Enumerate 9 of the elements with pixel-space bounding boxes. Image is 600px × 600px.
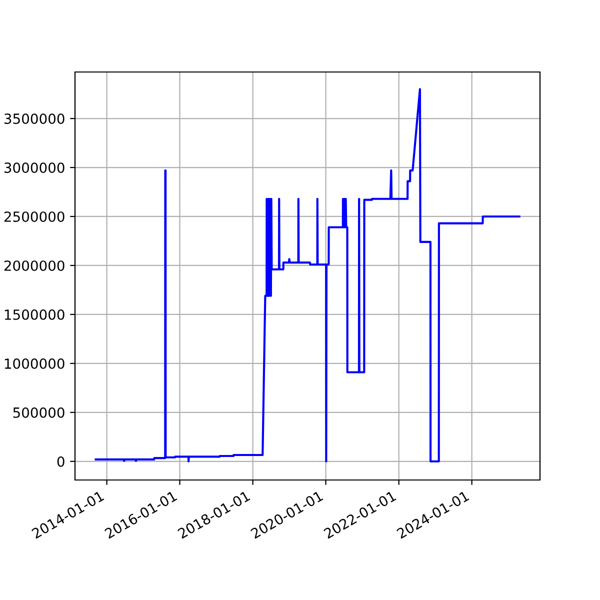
y-tick-label: 3000000 xyxy=(4,162,64,173)
y-tick-label: 0 xyxy=(57,456,64,467)
line-series xyxy=(94,88,520,462)
y-tick-label: 2500000 xyxy=(4,211,64,222)
y-tick-label: 500000 xyxy=(13,407,64,418)
y-tick-label: 1000000 xyxy=(4,358,64,369)
y-tick-label: 1500000 xyxy=(4,309,64,320)
y-tick-label: 3500000 xyxy=(4,114,64,124)
y-tick-label: 2000000 xyxy=(4,260,64,271)
